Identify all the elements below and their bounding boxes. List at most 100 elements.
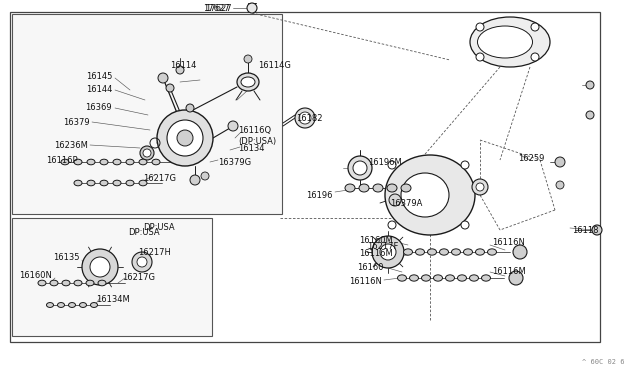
Circle shape (555, 157, 565, 167)
Ellipse shape (373, 184, 383, 192)
Text: 16134M: 16134M (96, 295, 130, 305)
Circle shape (228, 121, 238, 131)
Text: 16196: 16196 (307, 190, 333, 199)
Ellipse shape (68, 302, 76, 307)
Ellipse shape (359, 184, 369, 192)
Text: DP:USA: DP:USA (143, 222, 175, 231)
Ellipse shape (74, 280, 82, 286)
Text: 16160: 16160 (358, 263, 384, 273)
Circle shape (90, 257, 110, 277)
Text: DP:USA: DP:USA (129, 228, 160, 237)
Ellipse shape (152, 159, 160, 165)
Text: 16116M: 16116M (492, 267, 525, 276)
Text: 16160N: 16160N (19, 272, 52, 280)
Circle shape (186, 104, 194, 112)
Circle shape (513, 245, 527, 259)
Ellipse shape (90, 302, 97, 307)
Text: 16379A: 16379A (390, 199, 422, 208)
Text: 16182: 16182 (296, 113, 323, 122)
Circle shape (348, 156, 372, 180)
Ellipse shape (113, 159, 121, 165)
Circle shape (158, 73, 168, 83)
Text: 16116N: 16116N (349, 276, 382, 285)
Ellipse shape (100, 159, 108, 165)
Circle shape (586, 111, 594, 119)
Text: 17627: 17627 (205, 3, 232, 13)
Ellipse shape (477, 26, 532, 58)
Ellipse shape (50, 280, 58, 286)
Ellipse shape (440, 249, 449, 255)
Ellipse shape (422, 275, 431, 281)
Ellipse shape (451, 249, 461, 255)
Text: 17627: 17627 (204, 3, 230, 13)
Ellipse shape (87, 180, 95, 186)
Ellipse shape (58, 302, 65, 307)
Ellipse shape (87, 159, 95, 165)
Text: 16116M: 16116M (359, 248, 393, 257)
Circle shape (388, 161, 396, 169)
Circle shape (461, 161, 469, 169)
Circle shape (531, 53, 539, 61)
Ellipse shape (79, 302, 86, 307)
Ellipse shape (86, 280, 94, 286)
Ellipse shape (74, 180, 82, 186)
Text: 16114: 16114 (170, 61, 196, 70)
Circle shape (137, 257, 147, 267)
Text: 16160M: 16160M (359, 235, 393, 244)
Circle shape (140, 146, 154, 160)
Text: 16116P: 16116P (46, 155, 78, 164)
Text: 16116N: 16116N (492, 237, 525, 247)
Circle shape (476, 53, 484, 61)
Ellipse shape (458, 275, 467, 281)
Ellipse shape (463, 249, 472, 255)
Text: ^ 60C 02 6: ^ 60C 02 6 (582, 359, 625, 365)
Ellipse shape (401, 184, 411, 192)
Text: (DP:USA): (DP:USA) (238, 137, 276, 145)
Circle shape (244, 55, 252, 63)
Ellipse shape (445, 275, 454, 281)
Text: 16369: 16369 (85, 103, 112, 112)
Ellipse shape (113, 180, 121, 186)
Ellipse shape (241, 77, 255, 87)
Text: 16217G: 16217G (122, 273, 155, 282)
Ellipse shape (488, 249, 497, 255)
Bar (12, 14, 282, 214)
Ellipse shape (470, 17, 550, 67)
Text: 16217H: 16217H (138, 247, 171, 257)
Circle shape (586, 81, 594, 89)
Ellipse shape (387, 184, 397, 192)
Circle shape (177, 130, 193, 146)
Text: 16196M: 16196M (368, 157, 402, 167)
Text: 16379G: 16379G (218, 157, 251, 167)
Circle shape (247, 3, 257, 13)
Text: 16217G: 16217G (143, 173, 176, 183)
Ellipse shape (38, 280, 46, 286)
Ellipse shape (237, 73, 259, 91)
Ellipse shape (139, 159, 147, 165)
Bar (10, 12, 600, 342)
Ellipse shape (98, 280, 106, 286)
Ellipse shape (345, 184, 355, 192)
Text: 16259: 16259 (518, 154, 545, 163)
Ellipse shape (403, 249, 413, 255)
Circle shape (132, 252, 152, 272)
Circle shape (167, 120, 203, 156)
Circle shape (295, 108, 315, 128)
Circle shape (176, 66, 184, 74)
Ellipse shape (470, 275, 479, 281)
Circle shape (476, 23, 484, 31)
Circle shape (157, 110, 213, 166)
Circle shape (299, 112, 311, 124)
Ellipse shape (401, 173, 449, 217)
Ellipse shape (47, 302, 54, 307)
Circle shape (389, 194, 401, 206)
Text: 16118: 16118 (572, 225, 598, 234)
Circle shape (380, 244, 396, 260)
Circle shape (388, 221, 396, 229)
Ellipse shape (476, 249, 484, 255)
Text: 16144: 16144 (86, 84, 112, 93)
Circle shape (592, 225, 602, 235)
Circle shape (190, 175, 200, 185)
Circle shape (372, 236, 404, 268)
Text: 16135: 16135 (54, 253, 80, 263)
